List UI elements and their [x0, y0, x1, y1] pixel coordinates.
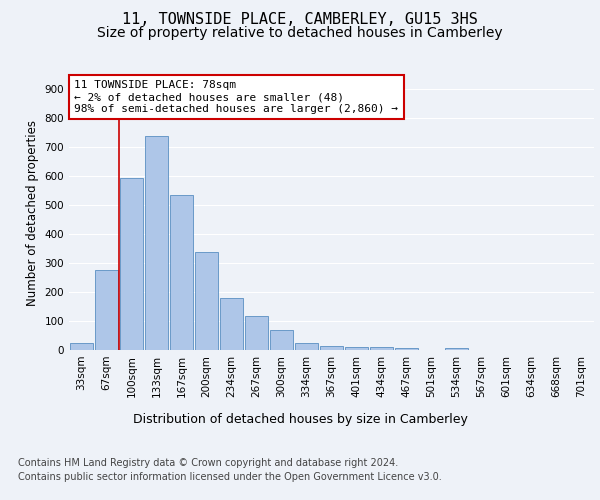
Bar: [220, 298, 244, 350]
Bar: [245, 316, 268, 350]
Bar: [145, 136, 169, 350]
Bar: [70, 343, 94, 350]
Bar: [170, 195, 193, 350]
Bar: [95, 270, 118, 350]
Text: 11, TOWNSIDE PLACE, CAMBERLEY, GU15 3HS: 11, TOWNSIDE PLACE, CAMBERLEY, GU15 3HS: [122, 12, 478, 28]
Text: 11 TOWNSIDE PLACE: 78sqm
← 2% of detached houses are smaller (48)
98% of semi-de: 11 TOWNSIDE PLACE: 78sqm ← 2% of detache…: [74, 80, 398, 114]
Bar: [344, 346, 368, 350]
Bar: [269, 330, 293, 350]
Bar: [370, 347, 394, 350]
Bar: [395, 348, 418, 350]
Bar: [445, 348, 469, 350]
Y-axis label: Number of detached properties: Number of detached properties: [26, 120, 39, 306]
Bar: [194, 252, 218, 350]
Bar: [320, 346, 343, 350]
Bar: [295, 343, 319, 350]
Text: Contains HM Land Registry data © Crown copyright and database right 2024.: Contains HM Land Registry data © Crown c…: [18, 458, 398, 468]
Text: Contains public sector information licensed under the Open Government Licence v3: Contains public sector information licen…: [18, 472, 442, 482]
Text: Size of property relative to detached houses in Camberley: Size of property relative to detached ho…: [97, 26, 503, 40]
Bar: [119, 178, 143, 350]
Text: Distribution of detached houses by size in Camberley: Distribution of detached houses by size …: [133, 412, 467, 426]
